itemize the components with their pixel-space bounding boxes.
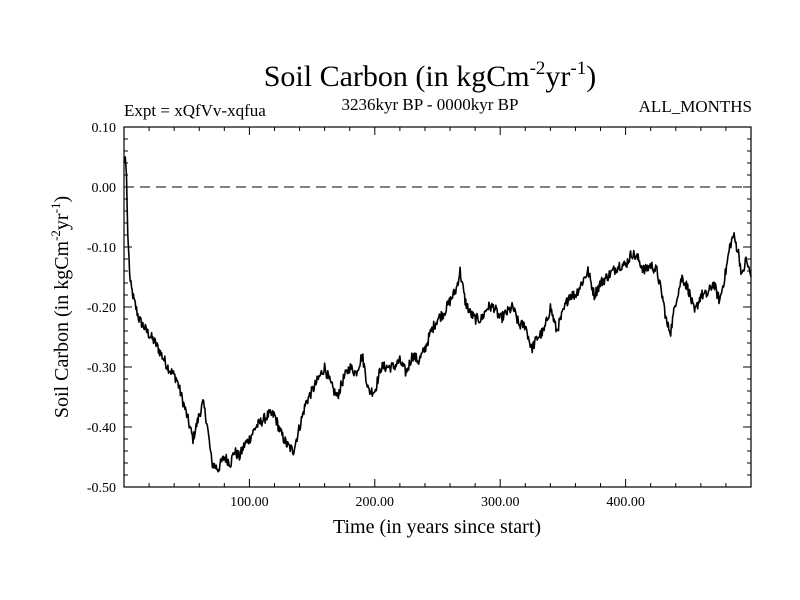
experiment-label: Expt = xQfVv-xqfua: [124, 101, 266, 120]
x-axis-ticks: 100.00 200.00 300.00 400.00: [148, 127, 727, 510]
season-label: ALL_MONTHS: [639, 97, 752, 116]
y-tick-label: -0.20: [87, 301, 116, 316]
y-tick-label: 0.10: [92, 121, 117, 136]
chart-title: Soil Carbon (in kgCm-2yr-1): [264, 58, 597, 93]
x-tick-label: 200.00: [356, 495, 395, 510]
y-tick-label: -0.50: [87, 481, 116, 496]
y-tick-label: -0.40: [87, 421, 116, 436]
y-tick-label: 0.00: [92, 181, 117, 196]
soil-carbon-series-line: [123, 156, 752, 473]
x-tick-label: 400.00: [606, 495, 645, 510]
y-axis-label: Soil Carbon (in kgCm-2yr-1): [48, 196, 73, 418]
y-tick-label: -0.10: [87, 241, 116, 256]
period-label: 3236kyr BP - 0000kyr BP: [342, 95, 519, 114]
y-axis-ticks: 0.10 0.00 -0.10 -0.20 -0.30 -0.40 -0.50: [87, 121, 751, 496]
y-tick-label: -0.30: [87, 361, 116, 376]
x-tick-label: 300.00: [481, 495, 520, 510]
x-tick-label: 100.00: [230, 495, 269, 510]
plot-frame: [123, 126, 752, 488]
x-axis-label: Time (in years since start): [333, 516, 541, 538]
